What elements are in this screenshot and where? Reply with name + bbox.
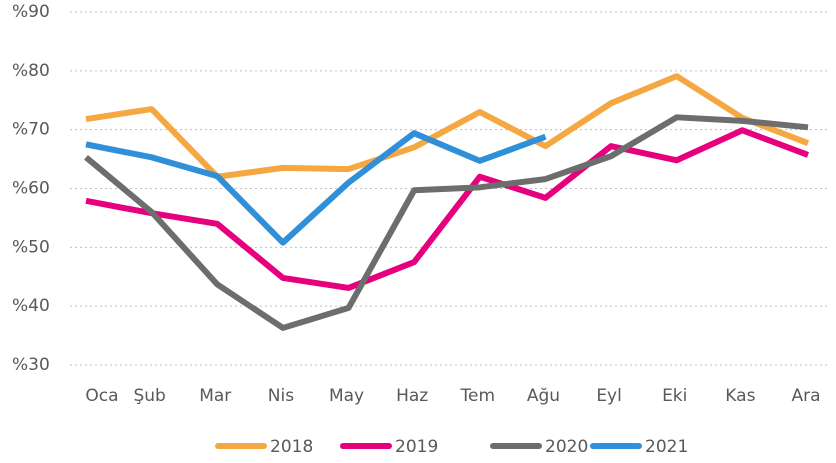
x-tick-label: Nis <box>268 386 294 406</box>
series-line <box>85 73 810 180</box>
y-tick-label: %50 <box>12 237 50 257</box>
series-line <box>84 114 809 331</box>
x-tick-label: Eki <box>662 386 687 406</box>
y-tick-label: %40 <box>12 296 50 316</box>
x-tick-label: Oca <box>85 386 118 406</box>
x-tick-label: Mar <box>199 386 231 406</box>
legend-label: 2018 <box>270 437 313 457</box>
y-tick-label: %90 <box>12 2 50 22</box>
y-tick-label: %80 <box>12 61 50 81</box>
x-tick-label: Şub <box>133 386 165 406</box>
series-line <box>85 130 547 246</box>
y-tick-label: %30 <box>12 355 50 375</box>
x-tick-label: Ara <box>791 386 820 406</box>
series-line <box>85 127 810 291</box>
legend-label: 2020 <box>545 437 588 457</box>
legend-label: 2019 <box>395 437 438 457</box>
x-tick-label: Kas <box>725 386 755 406</box>
x-tick-label: May <box>329 386 364 406</box>
x-tick-label: Ağu <box>527 386 560 406</box>
x-tick-label: Eyl <box>596 386 622 406</box>
legend-label: 2021 <box>645 437 688 457</box>
x-tick-label: Tem <box>460 386 496 406</box>
y-tick-label: %60 <box>12 179 50 199</box>
y-tick-label: %70 <box>12 120 50 140</box>
x-tick-label: Haz <box>396 386 428 406</box>
